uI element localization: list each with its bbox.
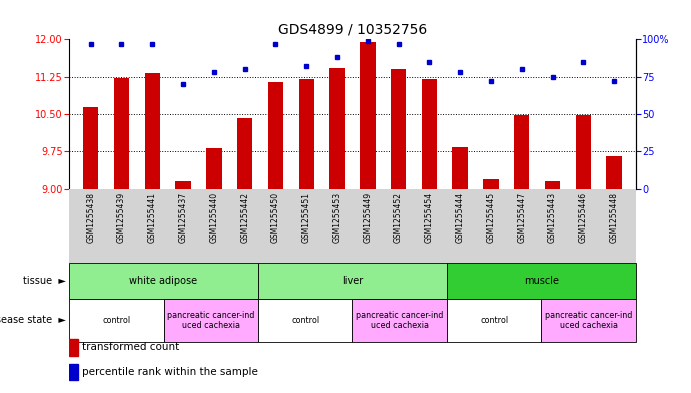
- Text: pancreatic cancer-ind
uced cachexia: pancreatic cancer-ind uced cachexia: [545, 310, 632, 330]
- Text: tissue  ►: tissue ►: [23, 276, 66, 286]
- Text: control: control: [102, 316, 131, 325]
- Text: GSM1255449: GSM1255449: [363, 192, 372, 244]
- Bar: [164, 299, 258, 342]
- Bar: [176, 181, 191, 189]
- Title: GDS4899 / 10352756: GDS4899 / 10352756: [278, 23, 427, 37]
- Bar: [237, 118, 252, 189]
- Text: GSM1255446: GSM1255446: [579, 192, 588, 244]
- Bar: [453, 147, 468, 189]
- Bar: [114, 78, 129, 189]
- Bar: [607, 156, 622, 189]
- Bar: [576, 116, 591, 189]
- Bar: [330, 68, 345, 189]
- Text: GSM1255447: GSM1255447: [518, 192, 527, 244]
- Bar: [206, 148, 222, 189]
- Bar: [258, 263, 447, 299]
- Text: GSM1255441: GSM1255441: [148, 192, 157, 243]
- Text: transformed count: transformed count: [82, 342, 179, 353]
- Bar: [447, 263, 636, 299]
- Text: pancreatic cancer-ind
uced cachexia: pancreatic cancer-ind uced cachexia: [167, 310, 254, 330]
- Text: GSM1255451: GSM1255451: [302, 192, 311, 243]
- Bar: [69, 299, 164, 342]
- Text: GSM1255443: GSM1255443: [548, 192, 557, 244]
- Bar: [69, 364, 77, 380]
- Bar: [267, 82, 283, 189]
- Text: GSM1255452: GSM1255452: [394, 192, 403, 243]
- Bar: [69, 339, 77, 356]
- Bar: [360, 42, 375, 189]
- Text: percentile rank within the sample: percentile rank within the sample: [82, 367, 258, 377]
- Bar: [258, 299, 352, 342]
- Bar: [483, 179, 499, 189]
- Bar: [83, 107, 98, 189]
- Text: GSM1255442: GSM1255442: [240, 192, 249, 243]
- Bar: [391, 69, 406, 189]
- Text: GSM1255450: GSM1255450: [271, 192, 280, 244]
- Text: GSM1255448: GSM1255448: [609, 192, 618, 243]
- Text: liver: liver: [342, 276, 363, 286]
- Bar: [352, 299, 447, 342]
- Bar: [144, 73, 160, 189]
- Text: GSM1255454: GSM1255454: [425, 192, 434, 244]
- Text: GSM1255440: GSM1255440: [209, 192, 218, 244]
- Text: GSM1255445: GSM1255445: [486, 192, 495, 244]
- Bar: [299, 79, 314, 189]
- Text: pancreatic cancer-ind
uced cachexia: pancreatic cancer-ind uced cachexia: [356, 310, 444, 330]
- Bar: [514, 115, 529, 189]
- Text: GSM1255444: GSM1255444: [455, 192, 464, 244]
- Text: white adipose: white adipose: [129, 276, 198, 286]
- Text: control: control: [480, 316, 508, 325]
- Bar: [69, 263, 258, 299]
- Text: GSM1255437: GSM1255437: [178, 192, 187, 244]
- Text: muscle: muscle: [524, 276, 559, 286]
- Text: control: control: [291, 316, 319, 325]
- Text: disease state  ►: disease state ►: [0, 315, 66, 325]
- Text: GSM1255453: GSM1255453: [332, 192, 341, 244]
- Bar: [541, 299, 636, 342]
- Text: GSM1255438: GSM1255438: [86, 192, 95, 243]
- Bar: [447, 299, 541, 342]
- Bar: [545, 181, 560, 189]
- Text: GSM1255439: GSM1255439: [117, 192, 126, 244]
- Bar: [422, 79, 437, 189]
